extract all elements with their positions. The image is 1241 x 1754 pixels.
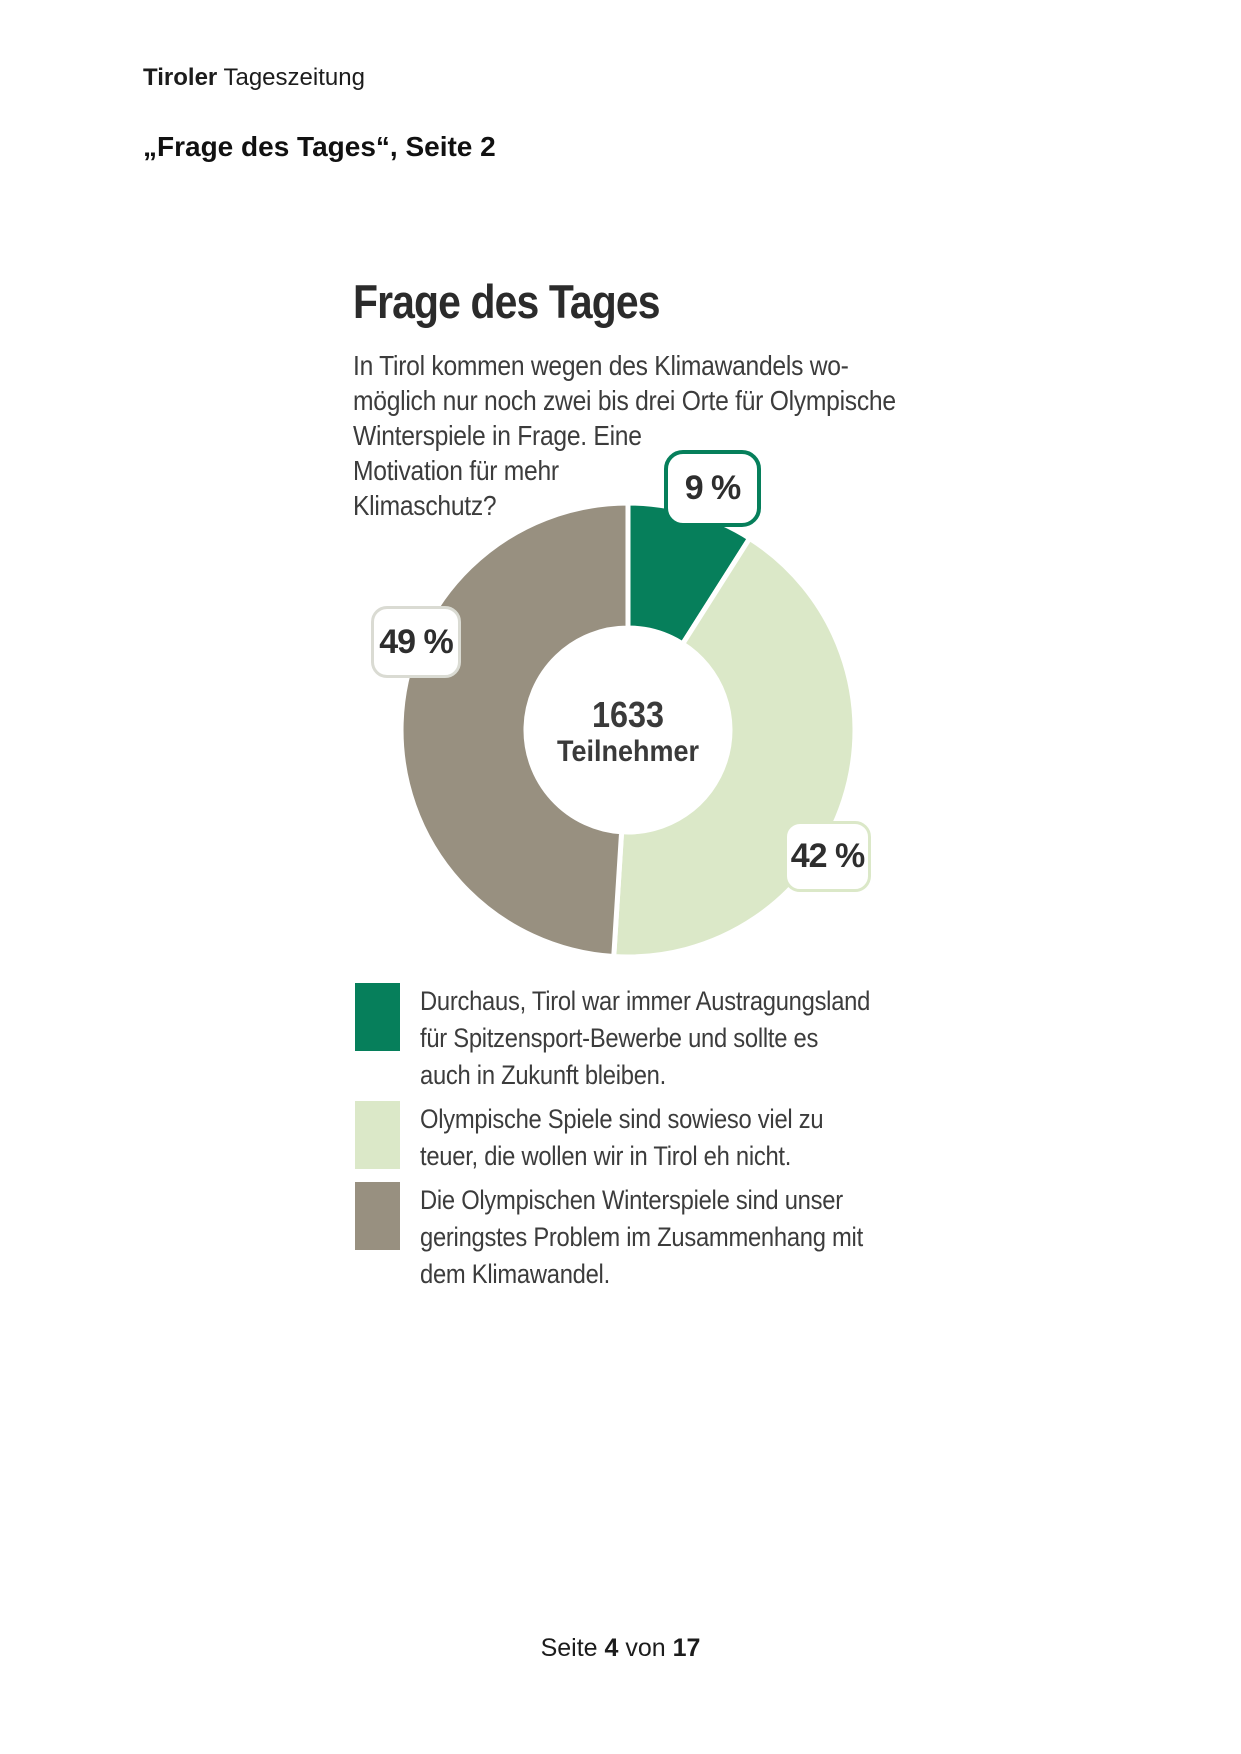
- callout-42-percent: 42 %: [784, 821, 871, 892]
- question-line: In Tirol kommen wegen des Klimawandels w…: [353, 350, 849, 381]
- question-line: möglich nur noch zwei bis drei Orte für …: [353, 385, 896, 416]
- legend-line: für Spitzensport-Bewerbe und sollte es: [420, 1023, 819, 1053]
- page-number-footer: Seite 4 von 17: [0, 1634, 1241, 1663]
- legend-line: Durchaus, Tirol war immer Austragungslan…: [420, 986, 871, 1016]
- footer-middle: von: [618, 1634, 673, 1662]
- legend-text: Durchaus, Tirol war immer Austragungslan…: [420, 983, 931, 1094]
- legend-text: Olympische Spiele sind sowieso viel zu t…: [420, 1101, 878, 1175]
- legend-line: geringstes Problem im Zusammenhang mit: [420, 1222, 863, 1252]
- brand-bold: Tiroler: [143, 64, 218, 91]
- legend-line: teuer, die wollen wir in Tirol eh nicht.: [420, 1141, 792, 1171]
- legend-swatch-light-green: [355, 1101, 400, 1169]
- legend-line: dem Klimawandel.: [420, 1259, 610, 1289]
- callout-label: 49 %: [379, 622, 453, 661]
- participants-count: 1633: [591, 694, 665, 735]
- question-line: Klimaschutz?: [353, 490, 497, 521]
- callout-label: 42 %: [790, 837, 865, 875]
- footer-total-pages: 17: [672, 1634, 701, 1662]
- callout-49-percent: 49 %: [371, 606, 461, 678]
- legend-swatch-dark-green: [355, 983, 400, 1051]
- callout-9-percent: 9 %: [664, 450, 761, 527]
- chart-question: In Tirol kommen wegen des Klimawandels w…: [353, 348, 970, 523]
- footer-prefix: Seite: [540, 1634, 605, 1662]
- legend-swatch-gray: [355, 1182, 400, 1250]
- legend-line: Olympische Spiele sind sowieso viel zu: [420, 1104, 824, 1134]
- question-line: Winterspiele in Frage. Eine: [353, 420, 642, 451]
- footer-page-number: 4: [604, 1634, 619, 1662]
- legend-line: Die Olympischen Winterspiele sind unser: [420, 1185, 843, 1215]
- legend-item: Durchaus, Tirol war immer Austragungslan…: [355, 983, 931, 1094]
- newspaper-brand: Tiroler Tageszeitung: [143, 64, 365, 92]
- chart-legend: Durchaus, Tirol war immer Austragungslan…: [355, 983, 931, 1293]
- legend-line: auch in Zukunft bleiben.: [420, 1060, 666, 1090]
- callout-label: 9 %: [684, 469, 742, 507]
- question-line: Motivation für mehr: [353, 455, 559, 486]
- chart-title: Frage des Tages: [353, 275, 661, 328]
- legend-text: Die Olympischen Winterspiele sind unser …: [420, 1182, 923, 1293]
- donut-center-label: 1633 Teilnehmer: [493, 696, 763, 770]
- brand-rest: Tageszeitung: [217, 64, 365, 91]
- legend-item: Olympische Spiele sind sowieso viel zu t…: [355, 1101, 931, 1175]
- legend-item: Die Olympischen Winterspiele sind unser …: [355, 1182, 931, 1293]
- document-subtitle: „Frage des Tages“, Seite 2: [143, 131, 496, 162]
- participants-label: Teilnehmer: [556, 735, 700, 768]
